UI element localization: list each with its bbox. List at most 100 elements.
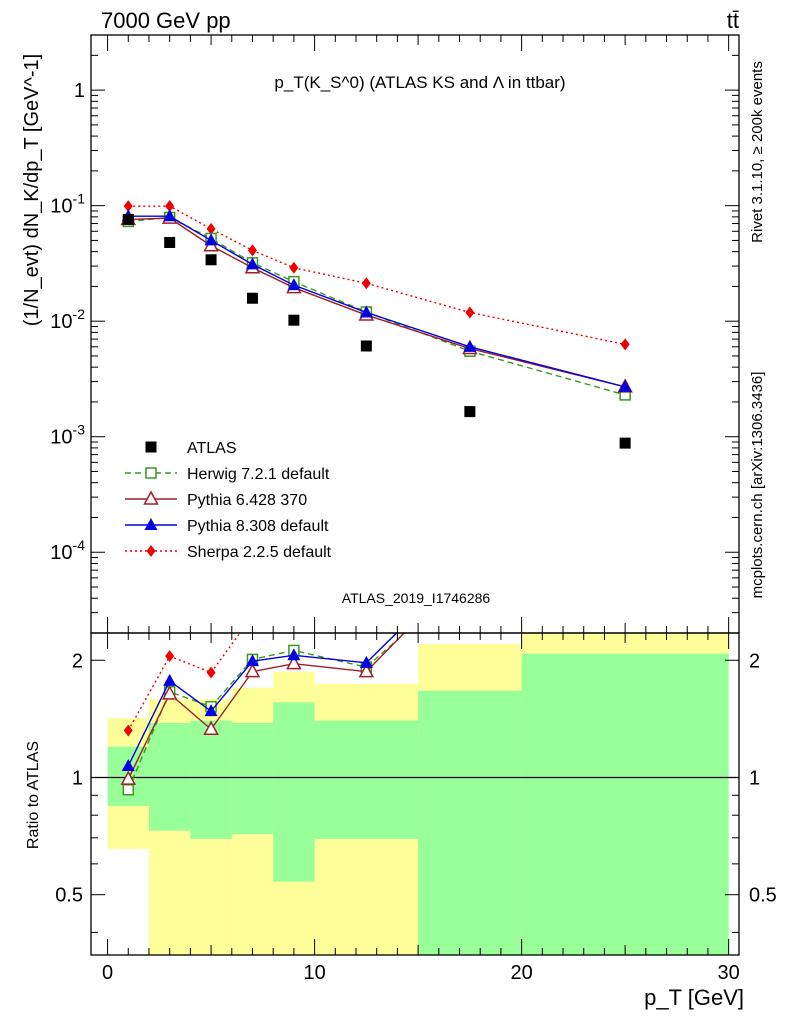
main-point-pythia-8-308-default (287, 278, 301, 291)
header-energy-label: 7000 GeV pp (101, 8, 231, 33)
ratio-point-sherpa-2-2-5-default (206, 666, 216, 679)
main-point-sherpa-2-2-5-default (289, 261, 299, 274)
ratio-point-pythia-8-308-default (359, 655, 373, 668)
x-tick-label: 20 (510, 962, 532, 984)
main-point-atlas (246, 292, 258, 304)
plot-title: p_T(K_S^0) (ATLAS KS and Λ in ttbar) (274, 73, 565, 92)
main-point-sherpa-2-2-5-default (361, 277, 371, 290)
ratio-point-pythia-6-428-370 (203, 720, 219, 736)
ratio-point-herwig-7-2-1-default (620, 611, 630, 621)
x-tick-label: 30 (718, 962, 740, 984)
main-point-pythia-8-308-default (463, 339, 477, 352)
ratio-y-tick-label-left: 1 (72, 767, 83, 789)
main-point-sherpa-2-2-5-default (165, 200, 175, 213)
main-point-sherpa-2-2-5-default (465, 306, 475, 319)
band-inner-bin (521, 653, 729, 955)
main-point-pythia-8-308-default (245, 257, 259, 270)
ratio-point-pythia-6-428-370 (619, 579, 632, 591)
y-axis-title-ratio: Ratio to ATLAS (25, 741, 42, 849)
ratio-y-tick-label-right: 2 (749, 650, 760, 672)
y-axis-title-top: (1/N_evt) dN_K/dp_T [GeV^-1] (21, 54, 43, 326)
main-point-pythia-8-308-default (204, 233, 218, 246)
y-tick-label: 10-4 (50, 537, 85, 564)
ratio-point-pythia-6-428-370 (463, 559, 476, 571)
main-line-pythia-6-428-370 (128, 217, 626, 388)
y-tick-label: 10-2 (50, 306, 85, 333)
ratio-line-pythia-8-308-default (127, 633, 398, 767)
main-line-pythia-8-308-default (128, 215, 626, 388)
main-point-atlas (122, 213, 134, 225)
legend-marker-sherpa-2-2-5-default (146, 545, 156, 557)
main-point-sherpa-2-2-5-default (123, 200, 133, 213)
legend-label-herwig-7-2-1-default: Herwig 7.2.1 default (187, 466, 330, 483)
legend-label-atlas: ATLAS (187, 440, 237, 457)
ratio-point-sherpa-2-2-5-default (465, 438, 474, 450)
band-inner-bin (231, 723, 274, 835)
y-tick-label: 1 (74, 80, 85, 102)
legend-marker-atlas (145, 441, 157, 453)
ratio-plot-series (120, 438, 632, 796)
legend-label-sherpa-2-2-5-default: Sherpa 2.2.5 default (187, 544, 332, 561)
rivet-version-label: Rivet 3.1.10, ≥ 200k events (749, 61, 766, 243)
main-point-pythia-8-308-default (618, 379, 632, 392)
ratio-y-tick-label-left: 0.5 (55, 885, 83, 907)
main-point-atlas (360, 340, 372, 352)
legend-marker-pythia-6-428-370 (143, 490, 159, 505)
ratio-point-pythia-8-308-default (204, 704, 218, 717)
main-plot-series (120, 200, 633, 449)
ratio-point-sherpa-2-2-5-default (289, 594, 298, 606)
main-line-herwig-7-2-1-default (128, 216, 626, 396)
ratio-point-pythia-6-428-370 (286, 655, 302, 670)
y-tick-label: 10-1 (50, 191, 85, 218)
x-tick-label: 0 (102, 962, 113, 984)
ratio-y-tick-label-left: 2 (72, 650, 83, 672)
analysis-watermark: ATLAS_2019_I1746286 (342, 590, 491, 606)
ratio-y-tick-label-right: 0.5 (749, 885, 777, 907)
legend-marker-pythia-8-308-default (144, 518, 158, 530)
band-inner-bin (190, 720, 232, 840)
ratio-plot-frame (90, 632, 740, 956)
ratio-point-pythia-6-428-370 (120, 770, 137, 785)
ratio-point-pythia-8-308-default (463, 554, 476, 566)
band-inner-bin (418, 690, 522, 955)
ratio-uncertainty-bands (107, 633, 729, 955)
main-point-sherpa-2-2-5-default (247, 244, 257, 257)
legend: ATLAS Herwig 7.2.1 default Pythia 6.428 37… (125, 440, 332, 561)
ratio-point-pythia-8-308-default (121, 759, 135, 772)
mcplots-label: mcplots.cern.ch [arXiv:1306.3436] (749, 372, 766, 599)
axis-tick-labels: 1 10-1 10-2 10-3 10-4 0 10 20 30 0.5 0.5 1 1 2 2 (50, 80, 777, 984)
ratio-y-tick-label-right: 1 (749, 767, 760, 789)
ratio-point-sherpa-2-2-5-default (248, 610, 257, 622)
ratio-point-herwig-7-2-1-default (122, 784, 135, 796)
ratio-point-pythia-6-428-370 (244, 663, 261, 678)
main-point-atlas (205, 254, 217, 266)
ratio-line-pythia-6-428-370 (127, 633, 406, 780)
band-inner-bin (314, 720, 419, 840)
main-point-atlas (288, 314, 300, 326)
ratio-point-sherpa-2-2-5-default (165, 650, 175, 663)
x-tick-label: 10 (303, 962, 325, 984)
main-point-pythia-8-308-default (163, 209, 177, 222)
ratio-point-sherpa-2-2-5-default (123, 724, 133, 737)
band-inner-bin (148, 723, 191, 831)
ratio-point-pythia-8-308-default (245, 654, 259, 667)
legend-marker-herwig-7-2-1-default (145, 467, 157, 479)
main-line-sherpa-2-2-5-default (128, 205, 626, 346)
legend-label-pythia-6-428-370: Pythia 6.428 370 (187, 492, 307, 509)
main-point-sherpa-2-2-5-default (620, 338, 630, 351)
y-tick-label: 10-3 (50, 422, 85, 449)
band-inner-bin (273, 702, 315, 882)
main-point-atlas (164, 236, 176, 248)
ratio-point-herwig-7-2-1-default (465, 571, 475, 581)
ratio-point-pythia-6-428-370 (161, 685, 178, 700)
ratio-point-pythia-8-308-default (163, 673, 177, 686)
legend-label-pythia-8-308-default: Pythia 8.308 default (187, 518, 329, 535)
main-point-atlas (619, 437, 631, 449)
ratio-line-herwig-7-2-1-default (127, 633, 407, 791)
main-point-pythia-8-308-default (359, 305, 373, 318)
main-point-sherpa-2-2-5-default (206, 222, 216, 235)
ratio-point-pythia-8-308-default (619, 579, 632, 591)
main-point-atlas (464, 406, 476, 418)
x-axis-title: p_T [GeV] (644, 985, 744, 1010)
